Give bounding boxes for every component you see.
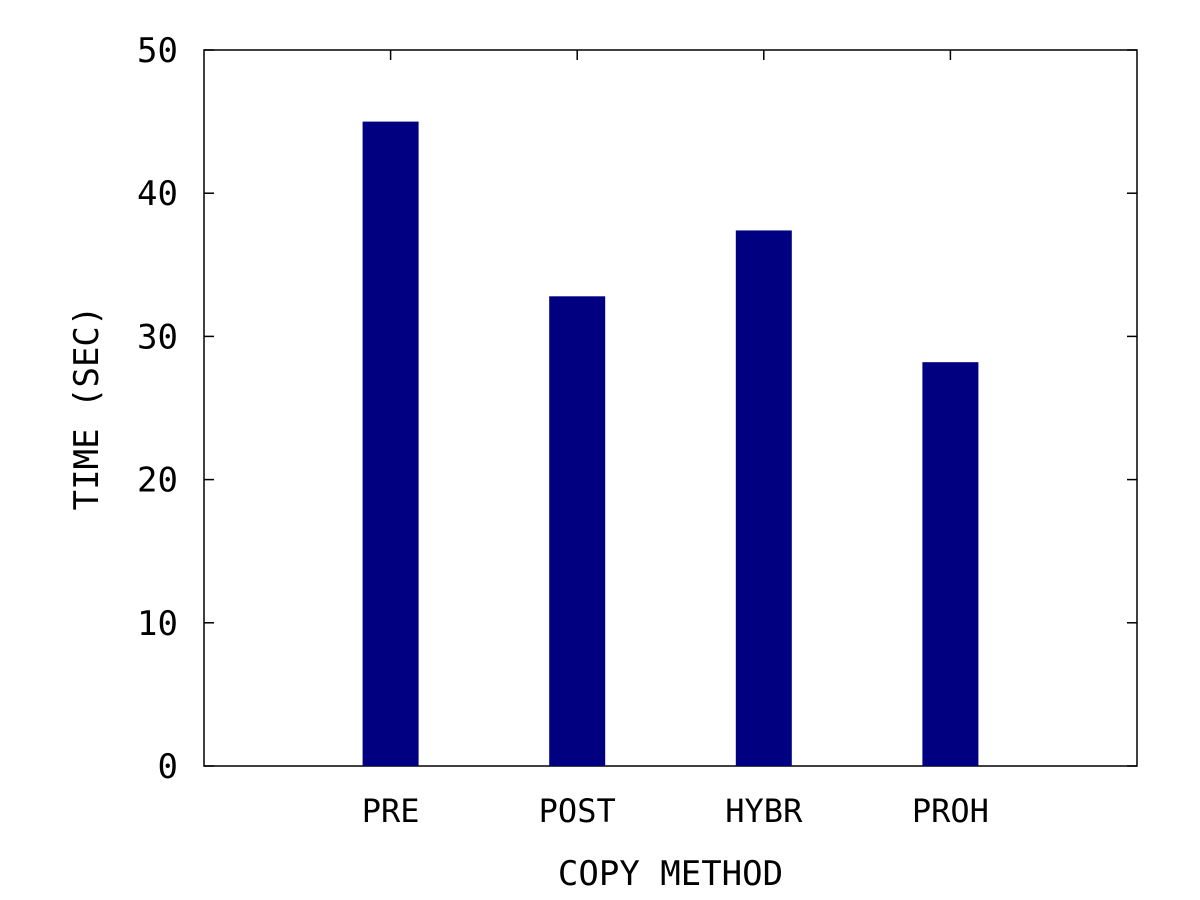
- y-tick-label: 10: [137, 604, 178, 644]
- bar-post: [549, 296, 606, 766]
- y-tick-labels: 0 10 20 30 40 50: [137, 31, 178, 787]
- x-category-labels: PRE POST HYBR PROH: [362, 792, 989, 830]
- plot-border: [203, 49, 1138, 767]
- bar-hybr: [735, 230, 792, 766]
- y-tick-label: 20: [137, 461, 178, 501]
- plot-frame: [203, 49, 1138, 767]
- x-category-label: HYBR: [725, 792, 803, 830]
- y-tick-label: 40: [137, 174, 178, 214]
- y-tick-label: 50: [137, 31, 178, 71]
- y-tick-label: 30: [137, 317, 178, 357]
- x-category-label: PROH: [912, 792, 989, 830]
- x-category-label: PRE: [362, 792, 420, 830]
- y-axis-title: TIME (SEC): [67, 306, 107, 511]
- y-tick-label: 0: [158, 747, 178, 787]
- bar-proh: [922, 362, 979, 766]
- x-axis-title: COPY METHOD: [558, 854, 783, 894]
- axis-ticks: [204, 49, 1137, 767]
- bars: [362, 121, 979, 767]
- bar-pre: [362, 121, 419, 767]
- x-category-label: POST: [539, 792, 616, 830]
